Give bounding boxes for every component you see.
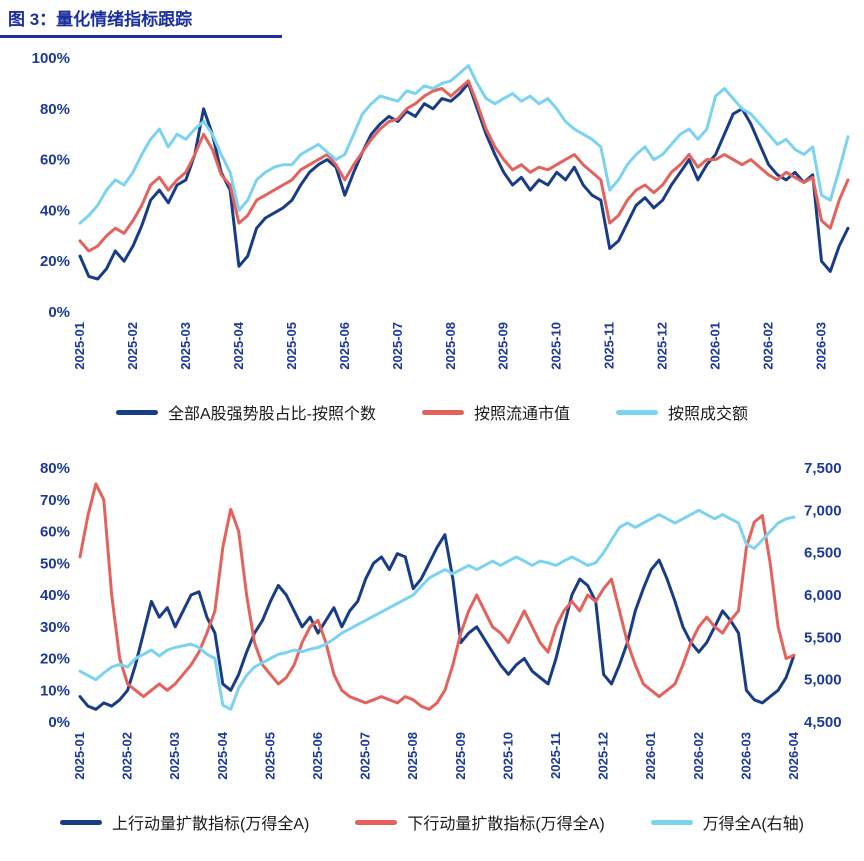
x-axis-tick-label: 2025-05 [284, 322, 299, 370]
x-axis-tick-label: 2025-12 [596, 732, 611, 780]
y-axis-left-tick-label: 70% [40, 492, 70, 509]
legend-item-up-momentum: 上行动量扩散指标(万得全A) [59, 810, 310, 834]
series-line-sky [78, 508, 796, 711]
x-axis-tick-label: 2025-04 [231, 321, 246, 369]
y-axis-right-tick-label: 7,500 [804, 460, 842, 477]
legend-item-float-mcap: 按照流通市值 [421, 400, 570, 424]
x-axis-tick-label: 2026-01 [643, 732, 658, 780]
x-axis-tick-label: 2025-02 [125, 322, 140, 370]
series-line-navy [78, 533, 796, 711]
series-line-sky [78, 64, 850, 225]
legend-label: 下行动量扩散指标(万得全A) [407, 816, 605, 833]
legend-marker-navy-icon [115, 409, 158, 415]
y-axis-left-tick-label: 20% [40, 253, 70, 270]
y-axis-left-tick-label: 80% [40, 101, 70, 118]
x-axis-tick-label: 2025-02 [120, 732, 135, 780]
legend-label: 全部A股强势股占比-按照个数 [167, 406, 376, 423]
title-underline [0, 35, 282, 38]
x-axis-tick-label: 2025-08 [443, 322, 458, 370]
legend-marker-sky-icon [616, 409, 658, 415]
x-axis-tick-label: 2025-01 [72, 322, 87, 370]
x-axis-tick-label: 2026-03 [738, 732, 753, 780]
legend-marker-red-icon [421, 409, 464, 415]
x-axis-tick-label: 2025-04 [215, 731, 230, 779]
y-axis-left-tick-label: 0% [48, 714, 70, 731]
x-axis-tick-label: 2025-09 [453, 732, 468, 780]
y-axis-right-tick-label: 7,000 [804, 502, 842, 519]
chart-top-block: 0% 20% 40% 60% 80% 100% 2025-01 2025-02 2025-03 2… [0, 44, 864, 424]
x-axis-tick-label: 2025-03 [167, 732, 182, 780]
x-axis-tick-label: 2025-10 [500, 732, 515, 780]
x-axis-tick-label: 2025-11 [548, 732, 563, 779]
legend-item-turnover: 按照成交额 [616, 400, 748, 424]
y-axis-right-tick-label: 5,000 [804, 672, 842, 689]
legend-label: 上行动量扩散指标(万得全A) [111, 816, 310, 833]
x-axis-tick-label: 2025-05 [262, 732, 277, 780]
figure-title: 图 3：量化情绪指标跟踪 [8, 10, 193, 29]
y-axis-right-tick-label: 6,000 [804, 587, 842, 604]
x-axis-tick-label: 2025-06 [337, 322, 352, 370]
x-axis-tick-label: 2025-07 [390, 322, 405, 370]
legend-item-wind-all-a: 万得全A(右轴) [650, 810, 805, 834]
y-axis-left-tick-label: 50% [40, 555, 70, 572]
x-axis-tick-label: 2026-02 [691, 732, 706, 780]
y-axis-right-tick-label: 6,500 [804, 545, 842, 562]
x-axis-tick-label: 2025-03 [178, 322, 193, 370]
legend-marker-red-icon [355, 819, 398, 825]
legend-label: 按照成交额 [668, 406, 749, 423]
chart-bottom-canvas: 0% 10% 20% 30% 40% 50% 60% 70% 80% 4,500 5,000 5,50… [40, 460, 842, 780]
y-axis-left-tick-label: 60% [40, 524, 70, 541]
series-line-red [78, 79, 850, 253]
series-line-red [78, 482, 796, 711]
figure-header: 图 3：量化情绪指标跟踪 [0, 0, 864, 38]
y-axis-right-tick-label: 5,500 [804, 629, 842, 646]
x-axis-tick-label: 2026-02 [761, 322, 776, 370]
y-axis-left-tick-label: 100% [32, 50, 70, 67]
x-axis-tick-label: 2025-09 [496, 322, 511, 370]
y-axis-left-tick-label: 10% [40, 682, 70, 699]
y-axis-left-tick-label: 30% [40, 619, 70, 636]
y-axis-left-tick-label: 20% [40, 651, 70, 668]
x-axis-tick-label: 2026-04 [786, 731, 801, 779]
legend-item-strong-stock-count: 全部A股强势股占比-按照个数 [115, 400, 376, 424]
y-axis-left-tick-label: 0% [48, 304, 70, 321]
legend-marker-sky-icon [650, 819, 693, 825]
x-axis-tick-label: 2026-03 [814, 322, 829, 370]
legend-item-down-momentum: 下行动量扩散指标(万得全A) [355, 810, 605, 834]
series-line-navy [78, 81, 850, 281]
y-axis-left-tick-label: 40% [40, 587, 70, 604]
x-axis-tick-label: 2025-01 [72, 732, 87, 780]
y-axis-left-tick-label: 80% [40, 460, 70, 477]
chart-bottom-legend: 上行动量扩散指标(万得全A) 下行动量扩散指标(万得全A) 万得全A(右轴) [0, 810, 864, 834]
chart-top-legend: 全部A股强势股占比-按照个数 按照流通市值 按照成交额 [0, 400, 864, 424]
legend-marker-navy-icon [59, 819, 102, 825]
chart-bottom-block: 0% 10% 20% 30% 40% 50% 60% 70% 80% 4,500 5,000 5,50… [0, 454, 864, 834]
legend-label: 万得全A(右轴) [702, 816, 805, 833]
x-axis-tick-label: 2025-10 [549, 322, 564, 370]
y-axis-left-tick-label: 60% [40, 152, 70, 169]
legend-label: 按照流通市值 [473, 406, 570, 423]
x-axis-tick-label: 2025-11 [602, 322, 617, 369]
x-axis-tick-label: 2025-06 [310, 732, 325, 780]
chart-top-canvas: 0% 20% 40% 60% 80% 100% 2025-01 2025-02 2025-03 2… [32, 50, 850, 370]
x-axis-tick-label: 2025-12 [655, 322, 670, 370]
y-axis-left-tick-label: 40% [40, 202, 70, 219]
y-axis-right-tick-label: 4,500 [804, 714, 842, 731]
x-axis-tick-label: 2025-08 [405, 732, 420, 780]
x-axis-tick-label: 2026-01 [708, 322, 723, 370]
x-axis-tick-label: 2025-07 [358, 732, 373, 780]
